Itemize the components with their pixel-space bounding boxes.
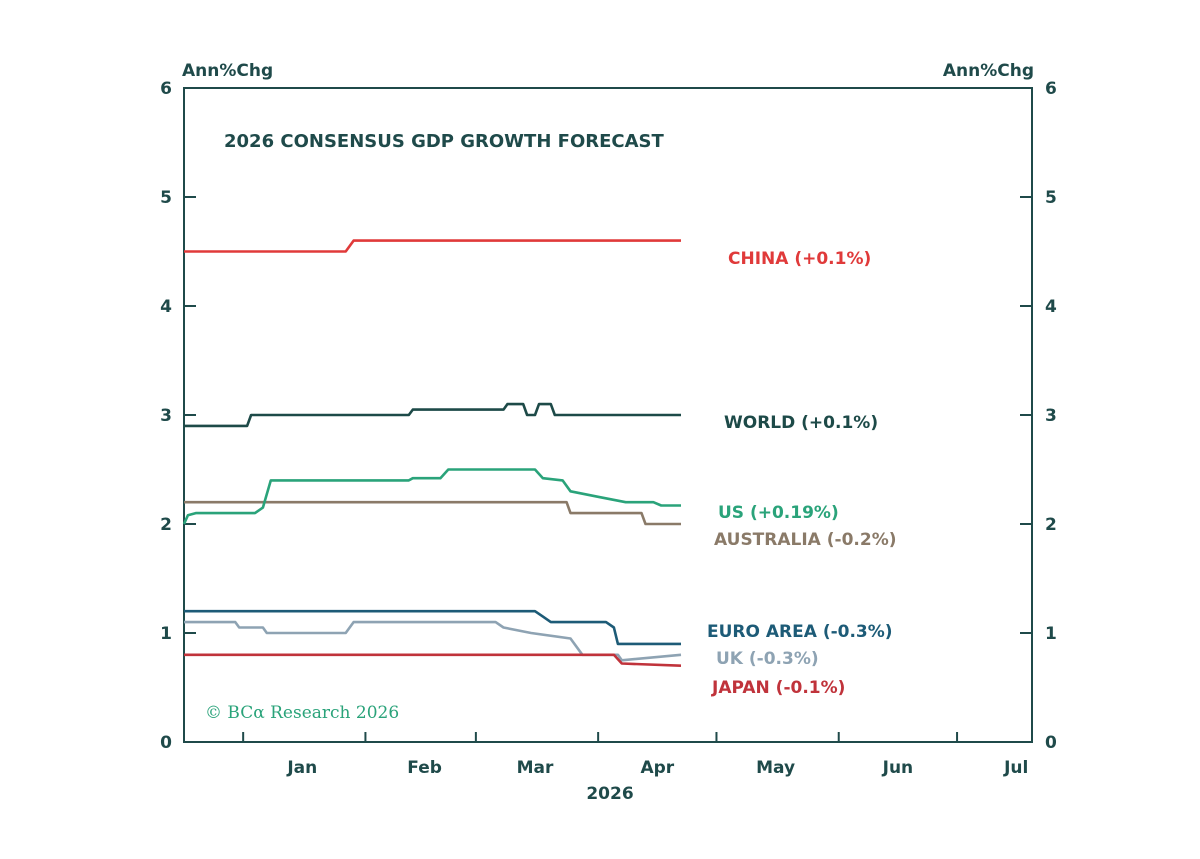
y-tick-label-left-1: 1 xyxy=(160,624,172,644)
chart-title: 2026 CONSENSUS GDP GROWTH FORECAST xyxy=(224,131,665,152)
series-line-world xyxy=(184,402,681,428)
x-axis-ticks: Jan Feb Mar Apr May Jun Jul xyxy=(242,732,1028,778)
y-tick-label-left-0: 0 xyxy=(160,733,172,753)
y-tick-label-left-4: 4 xyxy=(160,297,172,317)
series-lines xyxy=(182,239,682,667)
series-label-australia: AUSTRALIA (-0.2%) xyxy=(714,530,897,550)
series-line-us xyxy=(182,468,681,525)
y-tick-label-right-1: 1 xyxy=(1045,624,1057,644)
y-tick-label-left-2: 2 xyxy=(160,515,172,535)
series-line-euro-area xyxy=(184,609,681,646)
series-line-japan xyxy=(184,653,682,667)
series-labels: AUSTRALIA (-0.2%) US (+0.19%) WORLD (+0.1%… xyxy=(707,249,897,698)
series-label-world: WORLD (+0.1%) xyxy=(724,413,878,433)
series-label-japan: JAPAN (-0.1%) xyxy=(711,678,845,698)
y-tick-label-right-4: 4 xyxy=(1045,297,1057,317)
x-tick-label-jul: Jul xyxy=(1003,758,1028,778)
y-tick-label-left-6: 6 xyxy=(160,79,172,99)
x-tick-label-apr: Apr xyxy=(640,758,674,778)
y-axis-ticks: 0 0 1 1 2 2 3 3 4 4 5 5 6 6 xyxy=(160,79,1057,753)
y-tick-label-right-6: 6 xyxy=(1045,79,1057,99)
x-tick-label-may: May xyxy=(756,758,795,778)
x-tick-label-jun: Jun xyxy=(882,758,914,778)
y-tick-label-left-3: 3 xyxy=(160,406,172,426)
series-line-australia xyxy=(184,500,681,526)
y-tick-label-right-2: 2 xyxy=(1045,515,1057,535)
y-tick-label-right-3: 3 xyxy=(1045,406,1057,426)
y-tick-label-right-5: 5 xyxy=(1045,188,1057,208)
y-axis-unit-left: Ann%Chg xyxy=(182,61,273,81)
series-line-china xyxy=(184,239,681,253)
x-tick-label-feb: Feb xyxy=(407,758,442,778)
watermark-text: © BCα Research 2026 xyxy=(205,703,399,723)
x-tick-label-jan: Jan xyxy=(286,758,317,778)
y-axis-unit-right: Ann%Chg xyxy=(943,61,1034,81)
y-tick-label-left-5: 5 xyxy=(160,188,172,208)
series-label-china: CHINA (+0.1%) xyxy=(728,249,871,269)
series-label-uk: UK (-0.3%) xyxy=(716,649,819,669)
series-label-euro-area: EURO AREA (-0.3%) xyxy=(707,622,893,642)
series-label-us: US (+0.19%) xyxy=(718,503,839,523)
x-tick-label-mar: Mar xyxy=(517,758,554,778)
y-tick-label-right-0: 0 xyxy=(1045,733,1057,753)
x-axis-year-label: 2026 xyxy=(586,784,633,804)
